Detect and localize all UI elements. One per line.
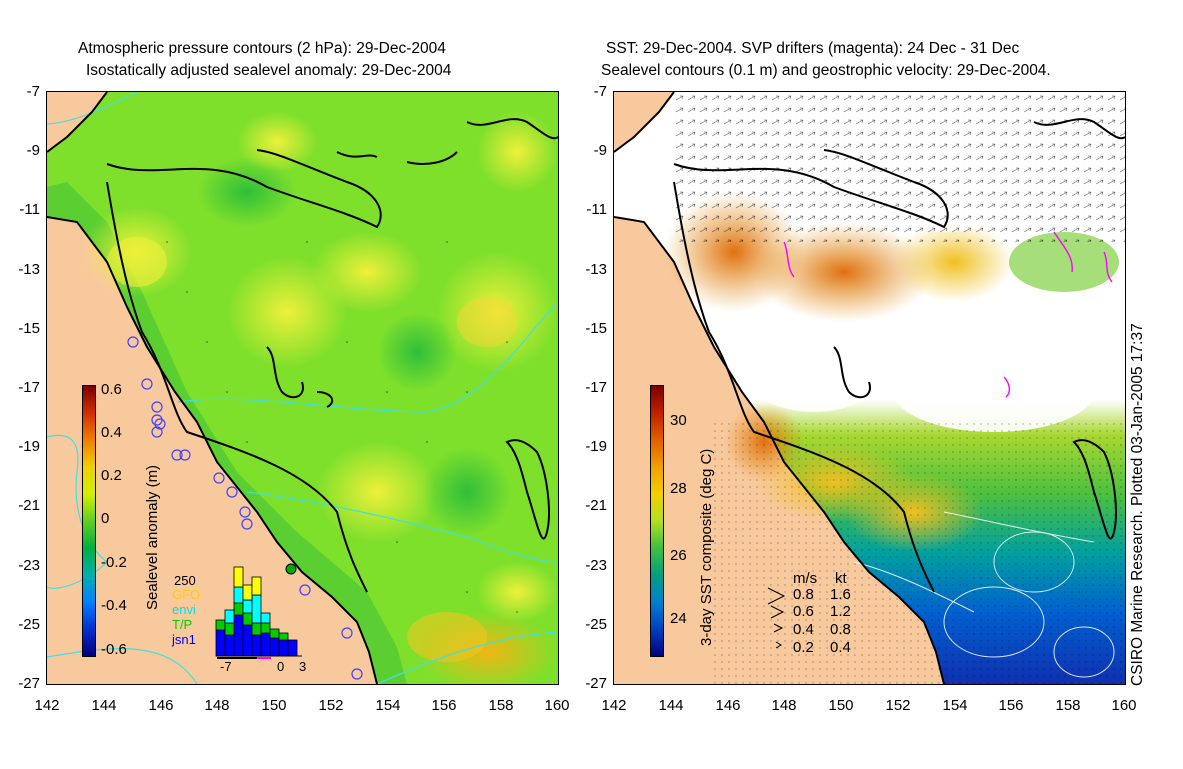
y-tick: -19 bbox=[585, 438, 607, 455]
left-cb-tick: -0.6 bbox=[101, 641, 127, 658]
coastlines bbox=[614, 92, 1125, 684]
histogram-legend-gfo: GFO bbox=[172, 587, 201, 602]
x-tick: 160 bbox=[544, 697, 570, 714]
x-tick: 156 bbox=[431, 697, 457, 714]
velocity-kt-2: 0.8 bbox=[830, 621, 851, 638]
right-cb-tick: 30 bbox=[670, 412, 687, 429]
velocity-ms-0: 0.8 bbox=[793, 586, 814, 603]
y-tick: -27 bbox=[18, 675, 40, 692]
histogram-legend-tp: T/P bbox=[172, 617, 193, 632]
histogram-legend-jsn1: jsn1 bbox=[172, 632, 196, 647]
right-cb-tick: 24 bbox=[670, 610, 687, 627]
left-title-line1: Atmospheric pressure contours (2 hPa): 2… bbox=[78, 40, 446, 57]
x-tick: 148 bbox=[771, 697, 797, 714]
left-map-svg bbox=[47, 92, 558, 684]
histogram-inset bbox=[215, 566, 302, 659]
right-cb-tick: 28 bbox=[670, 480, 687, 497]
left-cb-tick: -0.2 bbox=[101, 554, 127, 571]
velocity-dots bbox=[714, 422, 1125, 684]
right-sst-map bbox=[614, 92, 1125, 684]
x-tick: 142 bbox=[601, 697, 627, 714]
tide-gauge-markers bbox=[127, 336, 363, 680]
x-tick: 154 bbox=[375, 697, 401, 714]
right-title-line1: SST: 29-Dec-2004. SVP drifters (magenta)… bbox=[606, 40, 1020, 57]
x-tick: 144 bbox=[658, 697, 684, 714]
y-tick: -15 bbox=[585, 320, 607, 337]
left-sealevel-map bbox=[47, 92, 558, 684]
velocity-ms-1: 0.6 bbox=[793, 603, 814, 620]
shelf-band bbox=[47, 182, 407, 684]
y-tick: -25 bbox=[18, 616, 40, 633]
velocity-arrows-north bbox=[674, 92, 1125, 242]
x-tick: 158 bbox=[488, 697, 514, 714]
velocity-kt-0: 1.6 bbox=[830, 586, 851, 603]
y-tick: -17 bbox=[18, 379, 40, 396]
y-tick: -17 bbox=[585, 379, 607, 396]
x-tick: 150 bbox=[828, 697, 854, 714]
y-tick: -21 bbox=[585, 497, 607, 514]
left-cb-tick: 0.4 bbox=[101, 424, 122, 441]
left-cb-tick: 0.6 bbox=[101, 381, 122, 398]
y-tick: -19 bbox=[18, 438, 40, 455]
x-tick: 154 bbox=[942, 697, 968, 714]
y-tick: -7 bbox=[593, 83, 607, 100]
y-tick: -13 bbox=[585, 261, 607, 278]
left-cb-tick: -0.4 bbox=[101, 597, 127, 614]
x-tick: 152 bbox=[885, 697, 911, 714]
velocity-ms-2: 0.4 bbox=[793, 621, 814, 638]
left-cb-tick: 0 bbox=[101, 510, 110, 527]
tide-gauge-highlight bbox=[285, 563, 297, 575]
y-tick: -9 bbox=[26, 142, 40, 159]
x-tick: 146 bbox=[715, 697, 741, 714]
histogram-xtick: -7 bbox=[220, 659, 232, 674]
satellite-track-points bbox=[166, 241, 518, 613]
x-tick: 152 bbox=[318, 697, 344, 714]
left-cb-tick: 0.2 bbox=[101, 467, 122, 484]
svp-drifter-tracks bbox=[783, 231, 1113, 398]
velocity-legend-header-kt: kt bbox=[835, 570, 847, 587]
y-tick: -13 bbox=[18, 261, 40, 278]
velocity-legend-arrows bbox=[767, 587, 786, 649]
histogram-ymax: 250 bbox=[174, 573, 196, 588]
histogram-xtick: 0 bbox=[277, 659, 285, 674]
sealevel-contours bbox=[853, 511, 1115, 678]
left-colorbar bbox=[82, 385, 96, 657]
x-tick: 158 bbox=[1055, 697, 1081, 714]
histogram-legend-envi: envi bbox=[172, 602, 196, 617]
x-tick: 150 bbox=[261, 697, 287, 714]
y-tick: -9 bbox=[593, 142, 607, 159]
x-tick: 160 bbox=[1111, 697, 1137, 714]
histogram-xtick: 3 bbox=[299, 659, 307, 674]
left-title-line2: Isostatically adjusted sealevel anomaly:… bbox=[86, 62, 452, 79]
right-map-svg bbox=[614, 92, 1125, 684]
x-tick: 156 bbox=[998, 697, 1024, 714]
coastlines bbox=[47, 92, 558, 684]
velocity-kt-1: 1.2 bbox=[830, 603, 851, 620]
velocity-kt-3: 0.4 bbox=[830, 639, 851, 656]
y-tick: -23 bbox=[585, 557, 607, 574]
right-axis-frame bbox=[613, 91, 1126, 685]
credit-text: CSIRO Marine Research. Plotted 03-Jan-20… bbox=[1129, 323, 1146, 686]
y-tick: -15 bbox=[18, 320, 40, 337]
x-tick: 148 bbox=[204, 697, 230, 714]
y-tick: -11 bbox=[586, 201, 607, 218]
right-cb-tick: 26 bbox=[670, 547, 687, 564]
x-tick: 142 bbox=[34, 697, 60, 714]
x-tick: 146 bbox=[148, 697, 174, 714]
y-tick: -7 bbox=[26, 83, 40, 100]
left-axis-frame bbox=[46, 91, 559, 685]
velocity-legend-header-ms: m/s bbox=[793, 570, 818, 587]
y-tick: -11 bbox=[19, 201, 40, 218]
right-title-line2: Sealevel contours (0.1 m) and geostrophi… bbox=[601, 62, 1051, 79]
y-tick: -23 bbox=[18, 557, 40, 574]
y-tick: -25 bbox=[585, 616, 607, 633]
velocity-ms-3: 0.2 bbox=[793, 639, 814, 656]
y-tick: -21 bbox=[18, 497, 40, 514]
y-tick: -27 bbox=[585, 675, 607, 692]
x-tick: 144 bbox=[91, 697, 117, 714]
right-colorbar bbox=[650, 385, 664, 657]
